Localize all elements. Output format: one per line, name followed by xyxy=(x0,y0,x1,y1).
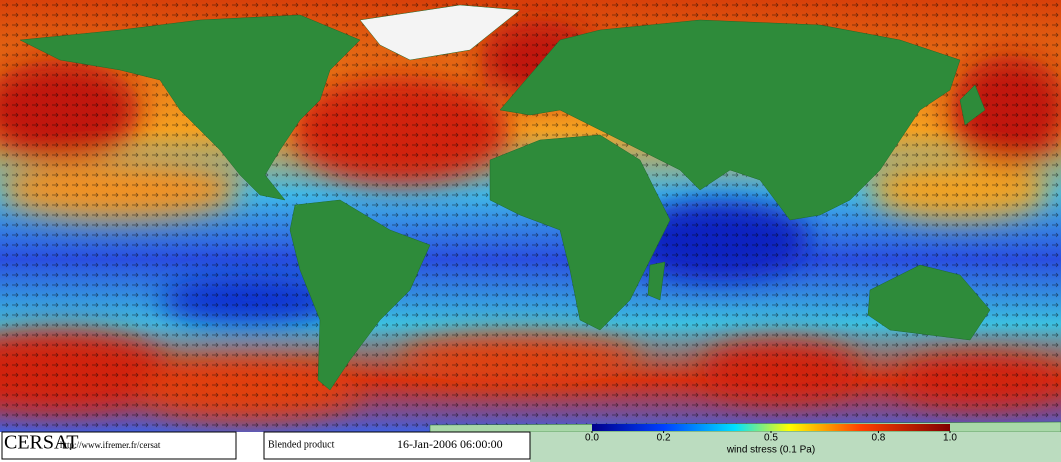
product: Blended product xyxy=(268,439,335,450)
colorbar-tick-label: 0.2 xyxy=(657,433,671,444)
logo-box xyxy=(1,431,237,460)
colorbar-tick-label: 0.5 xyxy=(764,433,778,444)
colorbar-tick-label: 0.8 xyxy=(871,433,885,444)
colorbar-label: wind stress (0.1 Pa) xyxy=(726,445,815,456)
timestamp: 16-Jan-2006 06:00:00 xyxy=(397,437,503,451)
colorbar xyxy=(592,424,950,431)
info-box xyxy=(263,431,531,460)
logo: CERSAT xyxy=(4,432,78,454)
colorbar-tick-label: 0.0 xyxy=(585,433,599,444)
url: http://www.ifremer.fr/cersat xyxy=(60,440,161,450)
footer-land xyxy=(530,432,1061,462)
land xyxy=(19,4,1061,433)
colorbar-tick-label: 1.0 xyxy=(943,433,957,444)
